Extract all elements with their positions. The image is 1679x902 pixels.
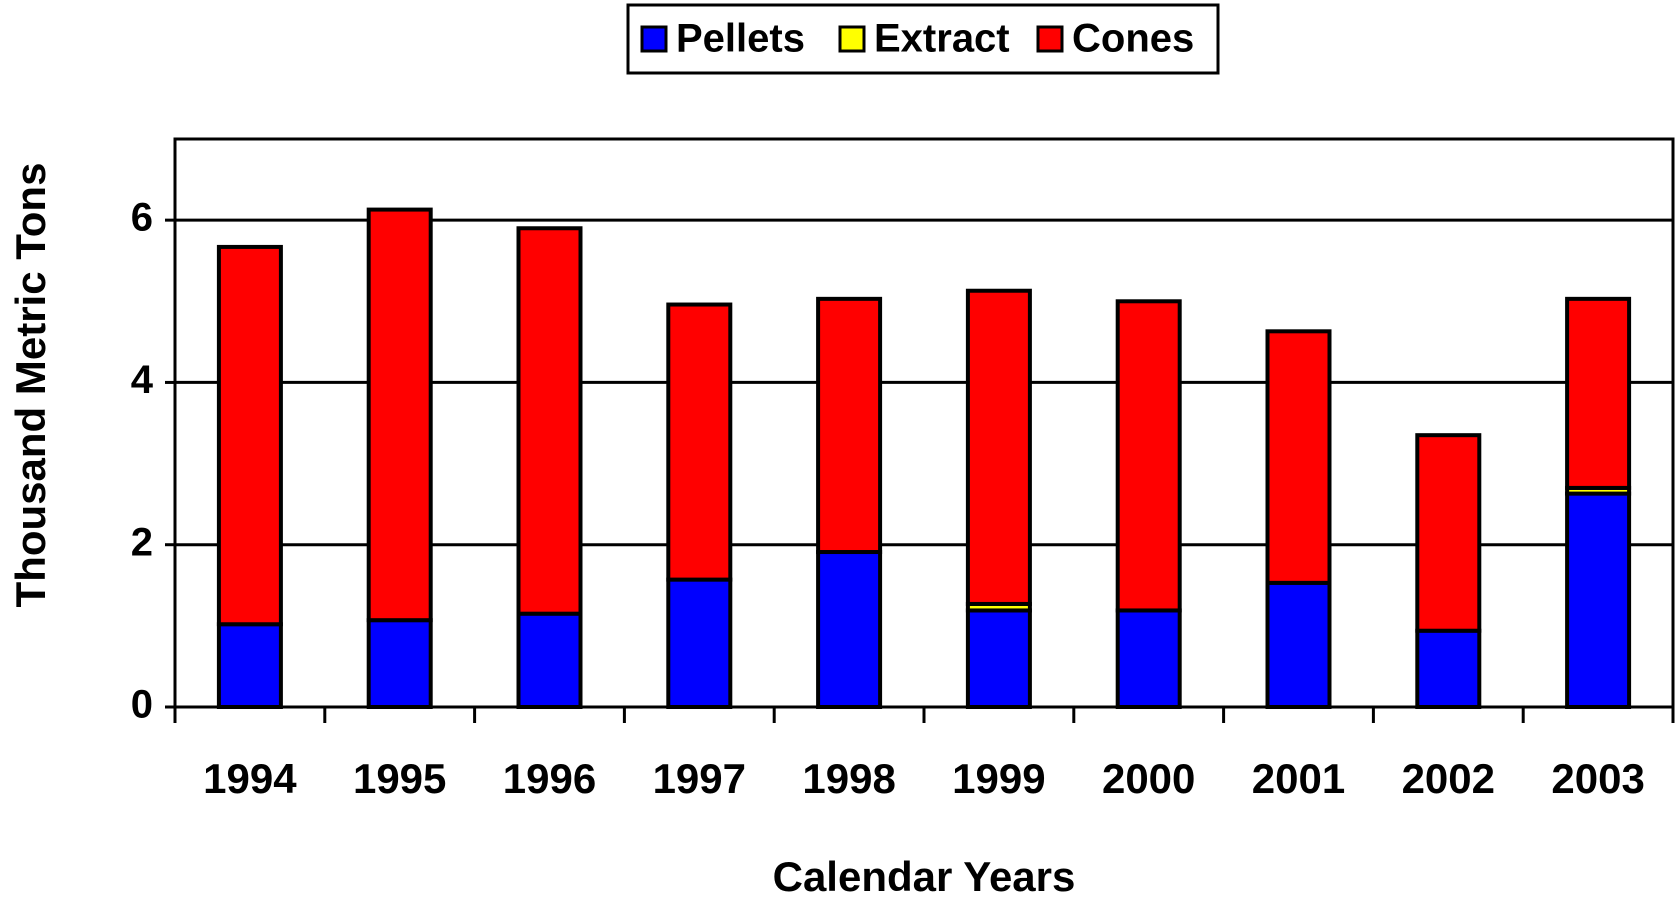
legend-swatch (1036, 25, 1064, 53)
bar-segment (366, 207, 433, 623)
x-tick-label: 1996 (503, 755, 596, 802)
bar-segment (1115, 608, 1182, 709)
bar-segment (366, 618, 433, 709)
bar-segment (216, 622, 283, 710)
legend-label: Pellets (676, 17, 805, 61)
x-axis-label: Calendar Years (773, 853, 1076, 900)
bar-segment (816, 550, 883, 710)
x-tick-label: 2002 (1402, 755, 1495, 802)
y-tick-label: 6 (131, 196, 153, 240)
bar-segment (216, 244, 283, 627)
bar-segment (965, 608, 1032, 709)
bar-segment (1115, 299, 1182, 613)
legend-swatch (838, 25, 866, 53)
x-tick-label: 2001 (1252, 755, 1345, 802)
x-tick-label: 1997 (653, 755, 746, 802)
bar-segment (1565, 491, 1632, 710)
bar-segment (1565, 296, 1632, 490)
x-tick-label: 2003 (1551, 755, 1644, 802)
bar-segment (666, 302, 733, 582)
bar-segment (816, 296, 883, 555)
bar-segment (965, 288, 1032, 606)
y-axis-label: Thousand Metric Tons (7, 163, 54, 608)
bar-segment (516, 611, 583, 710)
x-tick-label: 1998 (802, 755, 895, 802)
bar-segment (1415, 628, 1482, 709)
legend-label: Extract (874, 17, 1010, 61)
legend-label: Cones (1072, 17, 1194, 61)
y-tick-label: 0 (131, 683, 153, 727)
bar-segment (666, 577, 733, 709)
x-tick-label: 1995 (353, 755, 446, 802)
legend-swatch (640, 25, 668, 53)
x-tick-label: 2000 (1102, 755, 1195, 802)
legend-box (626, 3, 1220, 75)
y-tick-label: 2 (131, 520, 153, 564)
bar-segment (1265, 329, 1332, 585)
x-tick-label: 1999 (952, 755, 1045, 802)
bar-segment (1265, 580, 1332, 710)
y-tick-label: 4 (131, 358, 154, 402)
x-tick-label: 1994 (203, 755, 297, 802)
bar-segment (516, 226, 583, 616)
bar-segment (1415, 433, 1482, 633)
